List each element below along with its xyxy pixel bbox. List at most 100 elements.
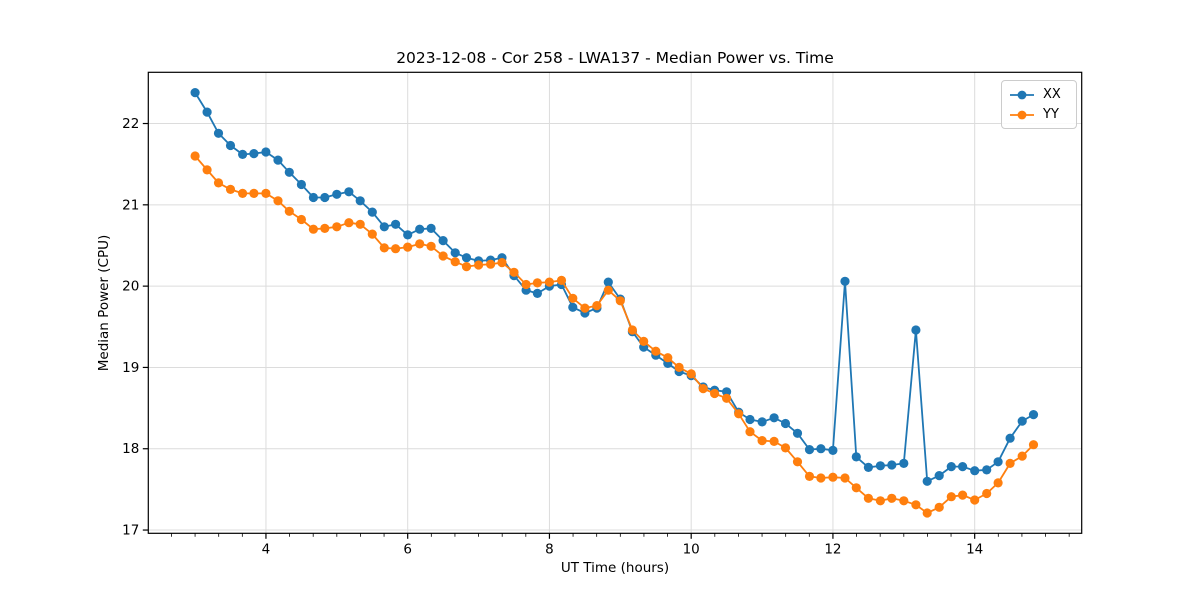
- y-tick-label: 17: [122, 523, 139, 539]
- x-tick-label: 10: [683, 541, 700, 557]
- series-xx-marker: [273, 155, 283, 165]
- x-tick-label: 12: [824, 541, 841, 557]
- series-yy-marker: [734, 409, 744, 419]
- series-yy-marker: [1028, 440, 1039, 450]
- series-yy-marker: [958, 490, 968, 500]
- legend-label-xx: XX: [1043, 87, 1061, 102]
- series-yy-marker: [261, 188, 271, 198]
- legend: XX YY: [1001, 80, 1077, 129]
- series-yy-marker: [757, 436, 767, 446]
- series-xx-marker: [946, 462, 956, 472]
- series-yy-marker: [486, 259, 496, 269]
- series-yy-marker: [816, 473, 826, 483]
- series-xx-marker: [284, 167, 294, 177]
- series-xx-marker: [603, 277, 613, 287]
- legend-item-yy: YY: [1009, 106, 1068, 123]
- series-yy-marker: [1005, 458, 1015, 468]
- series-yy-marker: [875, 496, 886, 506]
- series-xx-marker: [532, 288, 543, 298]
- series-yy-marker: [592, 301, 602, 311]
- series-xx-marker: [202, 107, 212, 117]
- series-yy-marker: [391, 244, 401, 254]
- series-xx-marker: [403, 230, 413, 240]
- series-xx-marker: [415, 224, 425, 234]
- x-tick-label: 6: [403, 541, 412, 557]
- series-xx-marker: [922, 476, 932, 486]
- series-xx-marker: [934, 471, 944, 481]
- series-yy-marker: [249, 188, 259, 198]
- grid-layer: [148, 72, 1082, 534]
- series-yy-marker: [568, 293, 578, 303]
- series-yy-marker: [1017, 451, 1027, 461]
- series-yy-marker: [544, 277, 555, 287]
- series-xx-marker: [970, 466, 980, 476]
- series-yy-marker: [426, 241, 436, 251]
- series-yy-marker: [461, 262, 472, 272]
- series-xx-marker: [450, 248, 460, 258]
- series-yy-marker: [934, 502, 944, 512]
- series-xx-marker: [769, 413, 779, 423]
- series-yy-marker: [403, 242, 413, 252]
- series-yy-marker: [686, 369, 696, 379]
- series-xx-marker: [379, 222, 389, 232]
- series-xx-marker: [213, 128, 224, 138]
- series-yy-marker: [556, 275, 567, 285]
- legend-sample-yy-icon: [1010, 110, 1034, 119]
- series-xx-marker: [745, 414, 755, 425]
- series-xx-marker: [320, 192, 330, 203]
- series-yy-marker: [863, 493, 874, 503]
- series-yy-marker: [828, 472, 838, 482]
- series-xx-marker: [391, 219, 401, 229]
- series-yy-marker: [627, 325, 638, 335]
- series-xx-marker: [344, 187, 354, 197]
- series-xx-marker: [722, 387, 732, 397]
- y-axis-label: Median Power (CPU): [96, 235, 112, 371]
- series-xx-marker: [355, 196, 365, 206]
- x-axis-label: UT Time (hours): [561, 560, 669, 576]
- series-xx-marker: [816, 444, 826, 454]
- series-yy-marker: [603, 285, 613, 295]
- series-xx-marker: [804, 445, 815, 455]
- series-xx-marker: [461, 253, 472, 263]
- series-yy-marker: [344, 218, 354, 228]
- y-tick-label: 20: [122, 279, 139, 295]
- legend-sample-xx-icon: [1010, 90, 1034, 99]
- series-yy-marker: [780, 443, 791, 453]
- series-xx-marker: [863, 462, 874, 472]
- series-xx-marker: [993, 457, 1003, 467]
- series-yy-marker: [982, 488, 992, 499]
- series-yy-marker: [296, 214, 306, 225]
- series-yy-marker: [308, 224, 318, 234]
- series-yy-marker: [674, 362, 684, 372]
- series-yy-marker: [840, 473, 850, 483]
- series-yy-marker: [332, 222, 342, 232]
- series-xx-marker: [225, 140, 236, 151]
- series-yy-marker: [651, 346, 661, 356]
- series-xx-marker: [875, 461, 886, 471]
- series-xx-marker: [792, 428, 803, 438]
- series-yy-marker: [851, 483, 861, 493]
- series-yy-marker: [580, 303, 590, 313]
- series-xx-marker: [190, 88, 200, 98]
- series-yy-marker: [474, 260, 484, 270]
- x-tick-label: 4: [262, 541, 271, 557]
- series-xx-marker: [899, 458, 909, 468]
- series-yy-marker: [970, 495, 980, 505]
- y-tick-label: 19: [122, 360, 139, 376]
- series-yy-marker: [993, 478, 1003, 488]
- series-xx-marker: [308, 192, 318, 203]
- series-yy-marker: [922, 508, 932, 518]
- series-xx-marker: [851, 452, 861, 462]
- series-xx-marker: [911, 325, 921, 335]
- series-yy-marker: [615, 296, 625, 306]
- series-xx-marker: [1005, 433, 1015, 443]
- series-yy-marker: [367, 229, 377, 239]
- series-yy-marker: [911, 500, 921, 510]
- series-xx-marker: [1028, 410, 1039, 420]
- legend-label-yy: YY: [1043, 107, 1059, 122]
- axes-spines: [147, 71, 1083, 534]
- series-xx-line: [194, 92, 1034, 483]
- x-tick-label: 8: [545, 541, 554, 557]
